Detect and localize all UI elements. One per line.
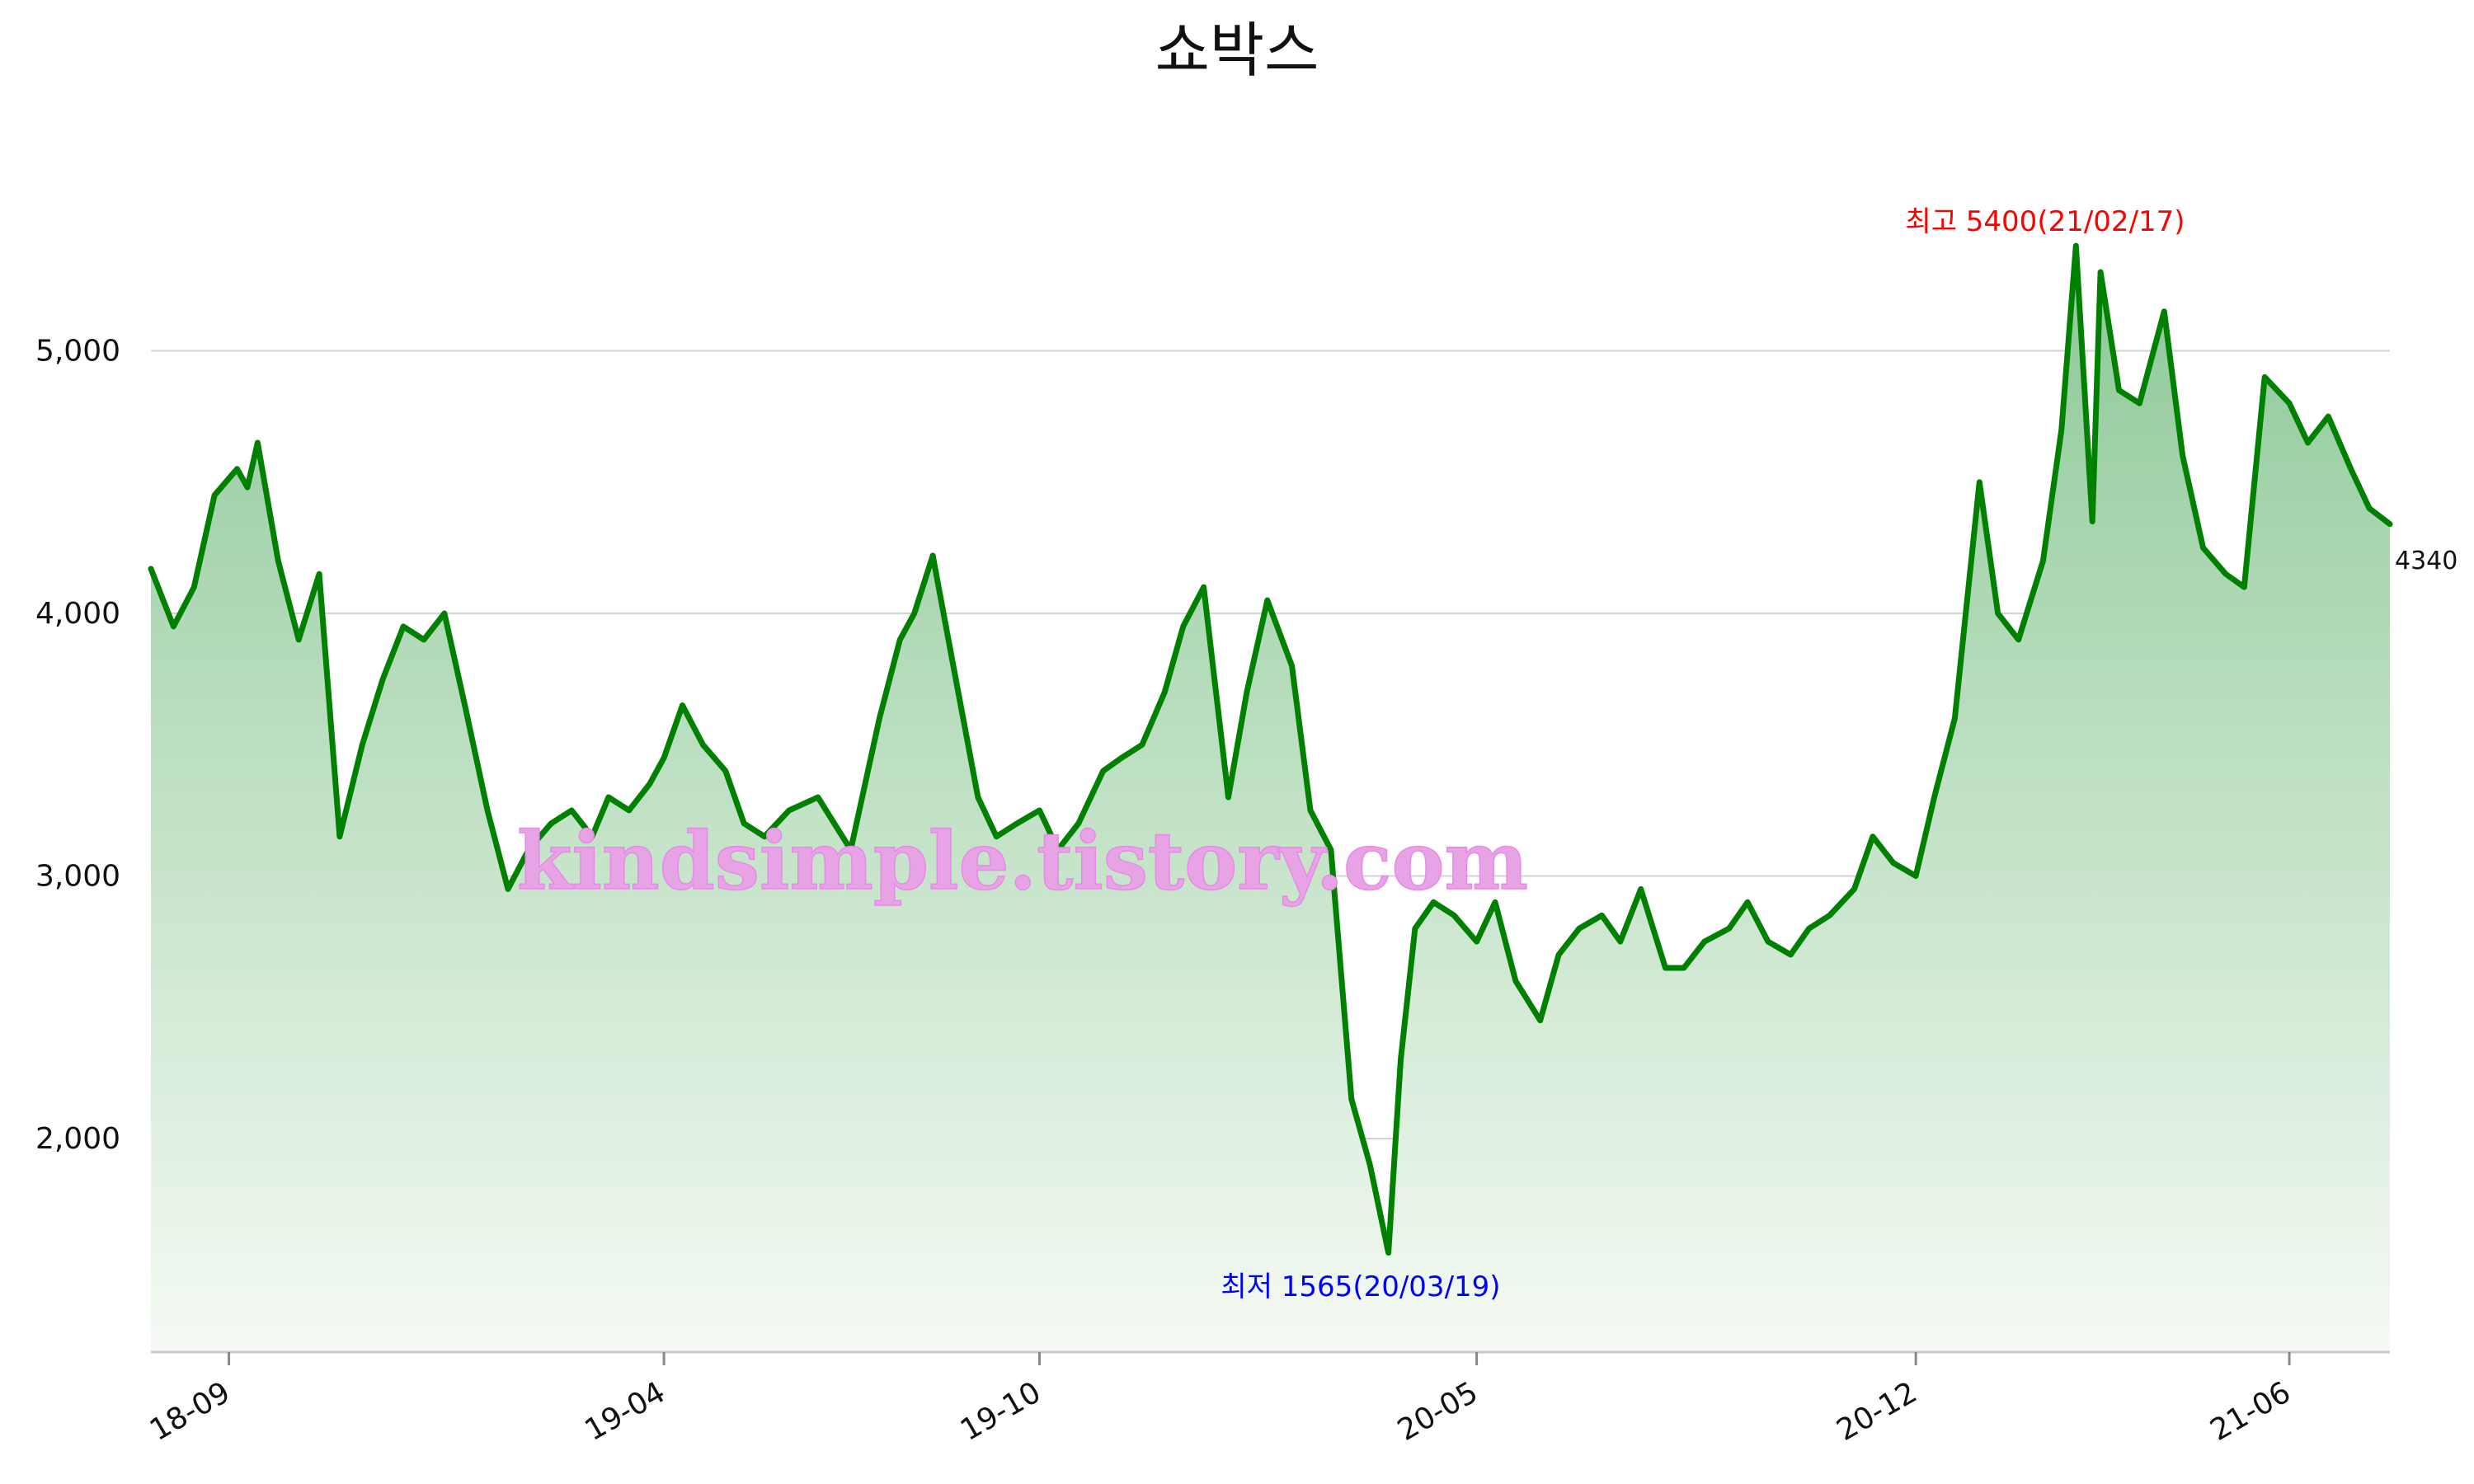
low-annotation: 최저 1565(20/03/19) [1221,1270,1500,1303]
y-tick-label: 2,000 [35,1122,120,1156]
watermark: kindsimple.tistory.com [517,815,1528,908]
y-tick-label: 5,000 [35,335,120,369]
x-tick-label: 18-09 [144,1375,236,1448]
chart-title: 쇼박스 [1155,16,1319,85]
y-tick-label: 4,000 [35,597,120,631]
x-tick-label: 20-12 [1832,1375,1923,1448]
x-tick-label: 20-05 [1392,1375,1484,1448]
x-tick-label: 19-10 [955,1375,1047,1448]
price-area [151,246,2390,1353]
high-annotation: 최고 5400(21/02/17) [1905,205,2185,238]
last-value-label: 4340 [2395,547,2458,575]
x-tick-label: 19-04 [580,1375,671,1448]
x-tick-label: 21-06 [2204,1375,2296,1448]
y-tick-label: 3,000 [35,860,120,894]
y-axis-ticks: 2,000 3,000 4,000 5,000 [35,335,120,1157]
price-line [148,242,2393,1256]
line-layer [148,242,2393,1256]
x-axis-ticks: 18-09 19-04 19-10 20-05 20-12 21-06 [144,1352,2297,1448]
area-layer [151,246,2390,1353]
